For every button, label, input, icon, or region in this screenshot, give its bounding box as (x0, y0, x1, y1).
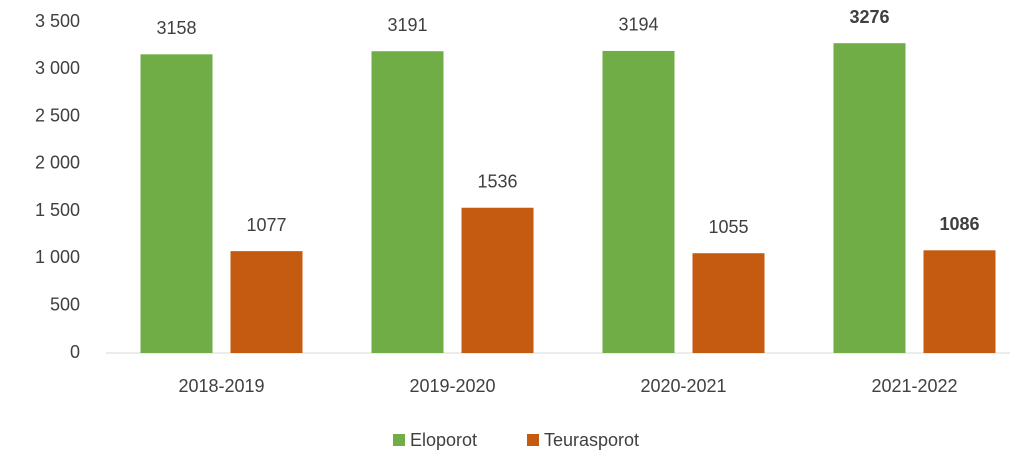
value-label: 1536 (477, 171, 517, 191)
x-tick-label: 2019-2020 (409, 376, 495, 396)
y-tick-label: 0 (70, 342, 80, 362)
legend-swatch (527, 434, 539, 446)
value-label: 1055 (708, 217, 748, 237)
value-label: 1077 (246, 215, 286, 235)
x-tick-label: 2020-2021 (640, 376, 726, 396)
value-label: 3276 (849, 7, 889, 27)
bar (923, 250, 996, 353)
value-label: 3191 (387, 15, 427, 35)
value-label: 3158 (156, 18, 196, 38)
bar (140, 54, 213, 353)
y-tick-label: 3 500 (35, 11, 80, 31)
bar (692, 253, 765, 353)
bar (371, 51, 444, 354)
y-tick-label: 3 000 (35, 58, 80, 78)
legend-label: Teurasporot (544, 430, 639, 450)
bar (461, 207, 534, 353)
x-tick-label: 2018-2019 (178, 376, 264, 396)
y-tick-label: 1 500 (35, 200, 80, 220)
x-tick-label: 2021-2022 (871, 376, 957, 396)
legend-label: Eloporot (410, 430, 477, 450)
value-label: 1086 (939, 214, 979, 234)
legend-swatch (393, 434, 405, 446)
bar (602, 50, 675, 354)
y-tick-label: 1 000 (35, 247, 80, 267)
y-tick-label: 2 000 (35, 153, 80, 173)
bar (833, 43, 906, 354)
value-label: 3194 (618, 15, 658, 35)
y-tick-label: 500 (50, 294, 80, 314)
bar (230, 251, 303, 353)
y-tick-label: 2 500 (35, 105, 80, 125)
